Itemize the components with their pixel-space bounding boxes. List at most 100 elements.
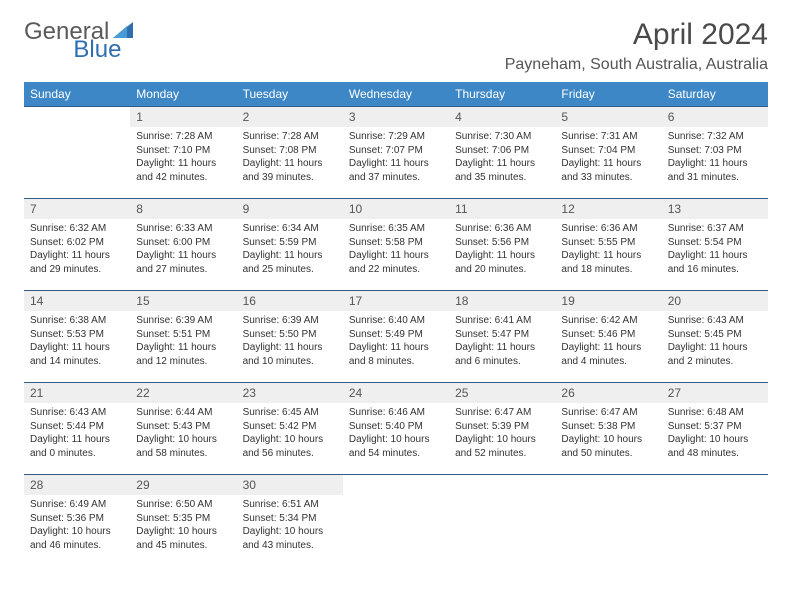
day-details: Sunrise: 7:29 AMSunset: 7:07 PMDaylight:…	[343, 127, 449, 190]
day-number: 6	[662, 106, 768, 127]
column-header-saturday: Saturday	[662, 82, 768, 106]
sunset-line: Sunset: 5:56 PM	[455, 236, 549, 250]
day-details: Sunrise: 6:47 AMSunset: 5:39 PMDaylight:…	[449, 403, 555, 466]
daylight-line: Daylight: 10 hours and 52 minutes.	[455, 433, 549, 460]
sunrise-line: Sunrise: 6:33 AM	[136, 222, 230, 236]
day-details: Sunrise: 6:38 AMSunset: 5:53 PMDaylight:…	[24, 311, 130, 374]
daylight-line: Daylight: 11 hours and 35 minutes.	[455, 157, 549, 184]
day-details: Sunrise: 6:50 AMSunset: 5:35 PMDaylight:…	[130, 495, 236, 558]
day-details: Sunrise: 6:49 AMSunset: 5:36 PMDaylight:…	[24, 495, 130, 558]
daylight-line: Daylight: 11 hours and 14 minutes.	[30, 341, 124, 368]
daylight-line: Daylight: 11 hours and 6 minutes.	[455, 341, 549, 368]
sunrise-line: Sunrise: 6:46 AM	[349, 406, 443, 420]
day-details: Sunrise: 6:32 AMSunset: 6:02 PMDaylight:…	[24, 219, 130, 282]
sunset-line: Sunset: 5:38 PM	[561, 420, 655, 434]
calendar-cell	[555, 474, 661, 566]
location-label: Payneham, South Australia, Australia	[505, 56, 768, 74]
sunset-line: Sunset: 5:44 PM	[30, 420, 124, 434]
day-number: 9	[237, 198, 343, 219]
day-number: 16	[237, 290, 343, 311]
day-details: Sunrise: 6:43 AMSunset: 5:44 PMDaylight:…	[24, 403, 130, 466]
day-details: Sunrise: 6:44 AMSunset: 5:43 PMDaylight:…	[130, 403, 236, 466]
calendar-week-row: 21Sunrise: 6:43 AMSunset: 5:44 PMDayligh…	[24, 382, 768, 474]
day-number-empty	[662, 474, 768, 495]
sunrise-line: Sunrise: 7:28 AM	[136, 130, 230, 144]
sunset-line: Sunset: 5:42 PM	[243, 420, 337, 434]
sunset-line: Sunset: 5:37 PM	[668, 420, 762, 434]
calendar-cell	[343, 474, 449, 566]
calendar-week-row: 14Sunrise: 6:38 AMSunset: 5:53 PMDayligh…	[24, 290, 768, 382]
sunset-line: Sunset: 5:58 PM	[349, 236, 443, 250]
column-header-wednesday: Wednesday	[343, 82, 449, 106]
calendar-cell	[449, 474, 555, 566]
column-header-sunday: Sunday	[24, 82, 130, 106]
day-details: Sunrise: 6:43 AMSunset: 5:45 PMDaylight:…	[662, 311, 768, 374]
sunset-line: Sunset: 5:34 PM	[243, 512, 337, 526]
sunset-line: Sunset: 7:07 PM	[349, 144, 443, 158]
day-number: 13	[662, 198, 768, 219]
sunrise-line: Sunrise: 6:43 AM	[30, 406, 124, 420]
sunrise-line: Sunrise: 6:34 AM	[243, 222, 337, 236]
sunrise-line: Sunrise: 6:35 AM	[349, 222, 443, 236]
daylight-line: Daylight: 11 hours and 37 minutes.	[349, 157, 443, 184]
daylight-line: Daylight: 10 hours and 58 minutes.	[136, 433, 230, 460]
calendar-cell: 7Sunrise: 6:32 AMSunset: 6:02 PMDaylight…	[24, 198, 130, 290]
day-number: 22	[130, 382, 236, 403]
day-number-empty	[449, 474, 555, 495]
day-number: 2	[237, 106, 343, 127]
calendar-cell: 16Sunrise: 6:39 AMSunset: 5:50 PMDayligh…	[237, 290, 343, 382]
daylight-line: Daylight: 11 hours and 0 minutes.	[30, 433, 124, 460]
sunset-line: Sunset: 5:54 PM	[668, 236, 762, 250]
sunrise-line: Sunrise: 6:43 AM	[668, 314, 762, 328]
sunset-line: Sunset: 5:46 PM	[561, 328, 655, 342]
calendar-cell: 20Sunrise: 6:43 AMSunset: 5:45 PMDayligh…	[662, 290, 768, 382]
daylight-line: Daylight: 11 hours and 42 minutes.	[136, 157, 230, 184]
day-number: 4	[449, 106, 555, 127]
day-number: 8	[130, 198, 236, 219]
daylight-line: Daylight: 11 hours and 33 minutes.	[561, 157, 655, 184]
day-number: 11	[449, 198, 555, 219]
day-details: Sunrise: 6:51 AMSunset: 5:34 PMDaylight:…	[237, 495, 343, 558]
daylight-line: Daylight: 11 hours and 18 minutes.	[561, 249, 655, 276]
sunrise-line: Sunrise: 6:32 AM	[30, 222, 124, 236]
daylight-line: Daylight: 11 hours and 31 minutes.	[668, 157, 762, 184]
sunset-line: Sunset: 7:04 PM	[561, 144, 655, 158]
calendar-cell: 19Sunrise: 6:42 AMSunset: 5:46 PMDayligh…	[555, 290, 661, 382]
calendar-week-row: 28Sunrise: 6:49 AMSunset: 5:36 PMDayligh…	[24, 474, 768, 566]
brand-text-blue: Blue	[73, 36, 121, 64]
calendar-cell: 23Sunrise: 6:45 AMSunset: 5:42 PMDayligh…	[237, 382, 343, 474]
calendar-cell: 15Sunrise: 6:39 AMSunset: 5:51 PMDayligh…	[130, 290, 236, 382]
sunset-line: Sunset: 6:00 PM	[136, 236, 230, 250]
calendar-cell: 27Sunrise: 6:48 AMSunset: 5:37 PMDayligh…	[662, 382, 768, 474]
calendar-cell: 17Sunrise: 6:40 AMSunset: 5:49 PMDayligh…	[343, 290, 449, 382]
daylight-line: Daylight: 10 hours and 45 minutes.	[136, 525, 230, 552]
daylight-line: Daylight: 11 hours and 16 minutes.	[668, 249, 762, 276]
day-details: Sunrise: 6:46 AMSunset: 5:40 PMDaylight:…	[343, 403, 449, 466]
day-details: Sunrise: 6:45 AMSunset: 5:42 PMDaylight:…	[237, 403, 343, 466]
day-details: Sunrise: 7:28 AMSunset: 7:08 PMDaylight:…	[237, 127, 343, 190]
day-details: Sunrise: 7:31 AMSunset: 7:04 PMDaylight:…	[555, 127, 661, 190]
daylight-line: Daylight: 11 hours and 29 minutes.	[30, 249, 124, 276]
sunrise-line: Sunrise: 7:30 AM	[455, 130, 549, 144]
column-header-friday: Friday	[555, 82, 661, 106]
day-number: 27	[662, 382, 768, 403]
calendar-cell: 30Sunrise: 6:51 AMSunset: 5:34 PMDayligh…	[237, 474, 343, 566]
calendar-cell: 13Sunrise: 6:37 AMSunset: 5:54 PMDayligh…	[662, 198, 768, 290]
day-number-empty	[555, 474, 661, 495]
calendar-cell: 14Sunrise: 6:38 AMSunset: 5:53 PMDayligh…	[24, 290, 130, 382]
day-details: Sunrise: 6:34 AMSunset: 5:59 PMDaylight:…	[237, 219, 343, 282]
column-header-monday: Monday	[130, 82, 236, 106]
sunrise-line: Sunrise: 7:28 AM	[243, 130, 337, 144]
day-details: Sunrise: 6:41 AMSunset: 5:47 PMDaylight:…	[449, 311, 555, 374]
sunset-line: Sunset: 7:10 PM	[136, 144, 230, 158]
day-number-empty	[343, 474, 449, 495]
calendar-cell: 26Sunrise: 6:47 AMSunset: 5:38 PMDayligh…	[555, 382, 661, 474]
calendar-cell: 5Sunrise: 7:31 AMSunset: 7:04 PMDaylight…	[555, 106, 661, 198]
sunrise-line: Sunrise: 6:42 AM	[561, 314, 655, 328]
brand-logo: General Blue	[24, 18, 185, 46]
calendar-cell: 28Sunrise: 6:49 AMSunset: 5:36 PMDayligh…	[24, 474, 130, 566]
day-details: Sunrise: 6:35 AMSunset: 5:58 PMDaylight:…	[343, 219, 449, 282]
calendar-cell: 2Sunrise: 7:28 AMSunset: 7:08 PMDaylight…	[237, 106, 343, 198]
calendar-cell	[662, 474, 768, 566]
daylight-line: Daylight: 11 hours and 20 minutes.	[455, 249, 549, 276]
